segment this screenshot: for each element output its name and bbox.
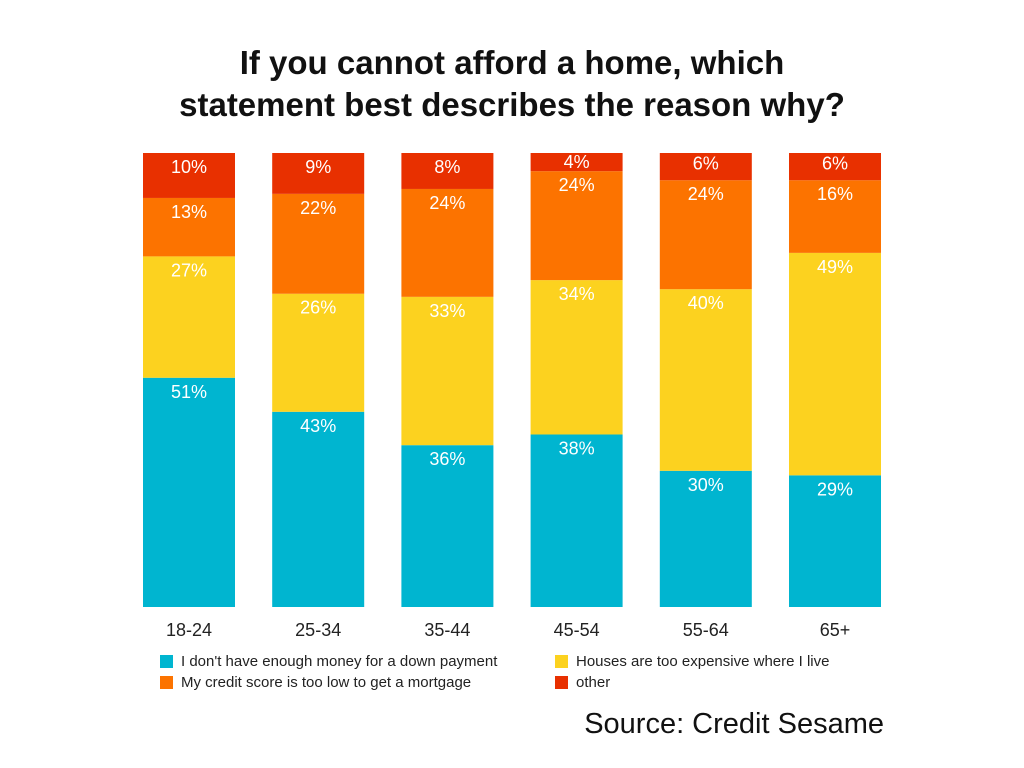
- bar-other-35-44: [401, 153, 494, 189]
- bar-down-payment-65+: [789, 475, 881, 607]
- data-label-other-55-64: 6%: [693, 153, 719, 173]
- x-tick-label-35-44: 35-44: [424, 620, 470, 640]
- legend-swatch-down-payment: [160, 655, 173, 668]
- data-label-too-expensive-65+: 49%: [817, 257, 853, 277]
- chart-legend: I don't have enough money for a down pay…: [160, 652, 920, 692]
- data-label-too-expensive-35-44: 33%: [429, 301, 465, 321]
- data-label-credit-score-35-44: 24%: [429, 193, 465, 213]
- data-label-credit-score-18-24: 13%: [171, 202, 207, 222]
- bar-other-25-34: [272, 153, 365, 194]
- data-label-other-45-54: 4%: [564, 152, 590, 172]
- legend-label-credit-score: My credit score is too low to get a mort…: [181, 674, 472, 691]
- legend-label-down-payment: I don't have enough money for a down pay…: [181, 653, 498, 670]
- bar-credit-score-45-54: [530, 171, 623, 281]
- source-credit: Source: Credit Sesame: [584, 708, 884, 740]
- x-tick-label-45-54: 45-54: [554, 620, 600, 640]
- bar-down-payment-25-34: [272, 411, 365, 607]
- chart-title: If you cannot afford a home, which state…: [0, 42, 1024, 126]
- bar-too-expensive-25-34: [272, 293, 365, 412]
- bar-too-expensive-55-64: [659, 289, 752, 471]
- bar-labels-group: 51% 27% 13% 10% 43% 26% 22% 9% 36% 33% 24% 8% 38% 34%…: [171, 152, 853, 499]
- bar-too-expensive-45-54: [530, 280, 623, 435]
- legend-label-other: other: [576, 674, 611, 691]
- bar-too-expensive-18-24: [143, 256, 235, 378]
- bar-other-65+: [789, 153, 881, 181]
- data-label-other-65+: 6%: [822, 153, 848, 173]
- legend-item-credit-score: My credit score is too low to get a mort…: [160, 673, 555, 692]
- bar-credit-score-65+: [789, 180, 881, 253]
- bars-group: [143, 153, 881, 607]
- data-label-other-18-24: 10%: [171, 157, 207, 177]
- bar-down-payment-35-44: [401, 445, 494, 607]
- bar-credit-score-25-34: [272, 193, 365, 294]
- legend-swatch-other: [555, 676, 568, 689]
- x-tick-label-25-34: 25-34: [295, 620, 341, 640]
- legend-swatch-credit-score: [160, 676, 173, 689]
- chart-title-line-2: statement best describes the reason why?: [179, 86, 845, 123]
- bar-down-payment-45-54: [530, 434, 623, 607]
- x-tick-label-18-24: 18-24: [166, 620, 212, 640]
- x-tick-label-65+: 65+: [820, 620, 851, 640]
- x-axis-tick-labels: 18-24 25-34 35-44 45-54 55-64 65+: [166, 620, 850, 640]
- data-label-other-25-34: 9%: [305, 157, 331, 177]
- data-label-credit-score-25-34: 22%: [300, 198, 336, 218]
- data-label-down-payment-35-44: 36%: [429, 449, 465, 469]
- data-label-other-35-44: 8%: [434, 157, 460, 177]
- bar-credit-score-35-44: [401, 188, 494, 297]
- legend-swatch-too-expensive: [555, 655, 568, 668]
- bar-other-55-64: [659, 153, 752, 181]
- data-label-credit-score-45-54: 24%: [559, 175, 595, 195]
- data-label-credit-score-65+: 16%: [817, 184, 853, 204]
- data-label-down-payment-45-54: 38%: [559, 438, 595, 458]
- bar-other-45-54: [530, 153, 623, 172]
- bar-too-expensive-35-44: [401, 296, 494, 446]
- data-label-down-payment-25-34: 43%: [300, 416, 336, 436]
- data-label-too-expensive-55-64: 40%: [688, 293, 724, 313]
- x-tick-label-55-64: 55-64: [683, 620, 729, 640]
- bar-credit-score-18-24: [143, 197, 235, 257]
- legend-item-other: other: [555, 673, 915, 692]
- bar-credit-score-55-64: [659, 180, 752, 290]
- data-label-down-payment-18-24: 51%: [171, 382, 207, 402]
- legend-label-too-expensive: Houses are too expensive where I live: [576, 653, 830, 670]
- data-label-down-payment-55-64: 30%: [688, 475, 724, 495]
- bar-other-18-24: [143, 153, 235, 198]
- legend-item-down-payment: I don't have enough money for a down pay…: [160, 652, 555, 671]
- bar-too-expensive-65+: [789, 252, 881, 476]
- data-label-too-expensive-45-54: 34%: [559, 284, 595, 304]
- data-label-down-payment-65+: 29%: [817, 479, 853, 499]
- bar-down-payment-55-64: [659, 470, 752, 607]
- chart-title-line-1: If you cannot afford a home, which: [239, 44, 785, 81]
- data-label-credit-score-55-64: 24%: [688, 184, 724, 204]
- legend-item-too-expensive: Houses are too expensive where I live: [555, 652, 915, 671]
- bar-down-payment-18-24: [143, 377, 235, 607]
- data-label-too-expensive-25-34: 26%: [300, 298, 336, 318]
- data-label-too-expensive-18-24: 27%: [171, 260, 207, 280]
